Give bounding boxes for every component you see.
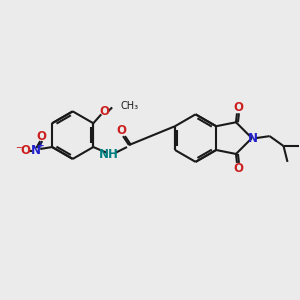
Text: O: O xyxy=(20,145,30,158)
Text: O: O xyxy=(116,124,126,137)
Text: N: N xyxy=(31,145,41,158)
Text: ⁻: ⁻ xyxy=(15,145,22,158)
Text: O: O xyxy=(99,105,109,118)
Text: CH₃: CH₃ xyxy=(120,101,138,111)
Text: N: N xyxy=(248,132,258,145)
Text: O: O xyxy=(233,162,243,175)
Text: O: O xyxy=(233,101,243,114)
Text: O: O xyxy=(36,130,46,142)
Text: NH: NH xyxy=(99,148,119,161)
Text: +: + xyxy=(38,140,45,149)
